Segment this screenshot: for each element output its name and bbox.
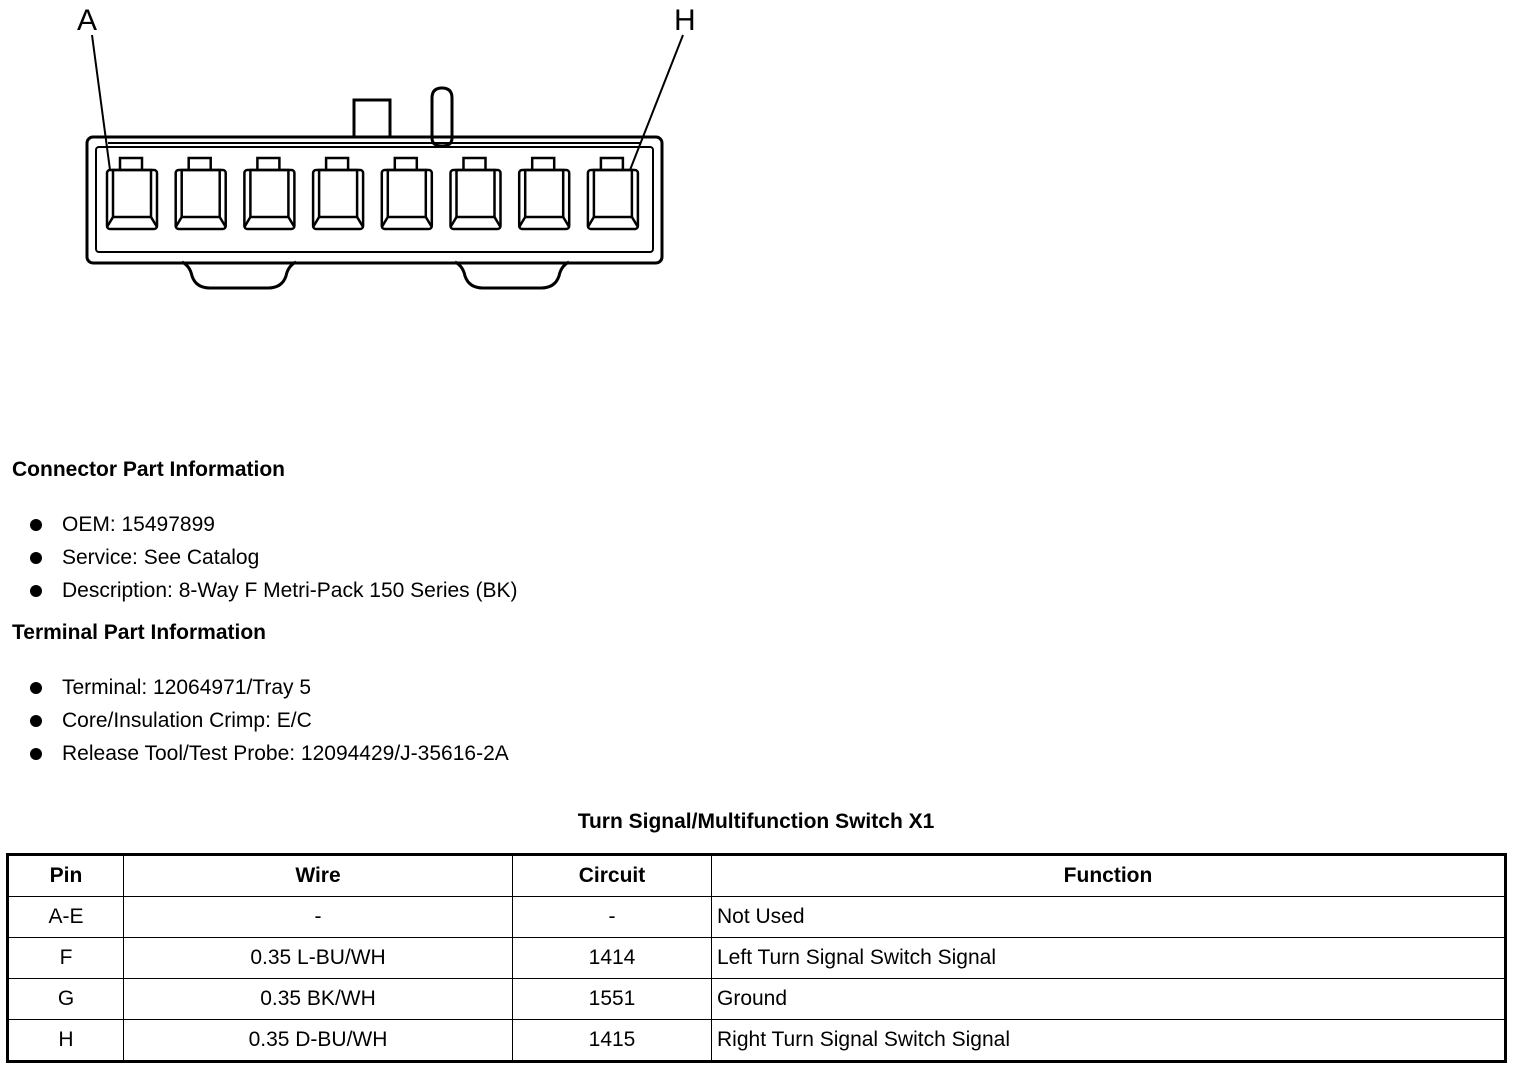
header-function: Function: [711, 854, 1506, 897]
item-text: Release Tool/Test Probe: 12094429/J-3561…: [62, 742, 509, 765]
pin-label-a: A: [77, 4, 97, 37]
table-header-row: Pin Wire Circuit Function: [7, 854, 1506, 897]
terminal-cavity: [517, 156, 571, 231]
cell-function: Not Used: [711, 896, 1506, 938]
terminal-cavity: [586, 156, 640, 231]
list-item: Description: 8-Way F Metri-Pack 150 Seri…: [28, 574, 518, 607]
bullet-icon: [30, 552, 42, 564]
terminal-cavity: [311, 156, 365, 231]
cell-circuit: 1415: [512, 1019, 712, 1062]
leader-line-a: [91, 34, 111, 171]
bullet-icon: [30, 748, 42, 760]
cell-pin: G: [7, 978, 124, 1020]
cell-pin: H: [7, 1019, 124, 1062]
item-text: OEM: 15497899: [62, 513, 215, 536]
cell-wire: 0.35 D-BU/WH: [123, 1019, 513, 1062]
list-item: Core/Insulation Crimp: E/C: [28, 704, 509, 737]
terminal-cavity: [174, 156, 227, 231]
connector-info-heading: Connector Part Information: [12, 458, 286, 481]
terminal-info-heading: Terminal Part Information: [12, 621, 266, 644]
item-text: Core/Insulation Crimp: E/C: [62, 709, 312, 732]
bullet-icon: [30, 715, 42, 727]
list-item: OEM: 15497899: [28, 508, 518, 541]
cell-pin: A-E: [7, 896, 124, 938]
cell-circuit: 1551: [512, 978, 712, 1020]
cell-wire: 0.35 BK/WH: [123, 978, 513, 1020]
table-row: H 0.35 D-BU/WH 1415 Right Turn Signal Switc…: [7, 1019, 1506, 1062]
item-text: Description: 8-Way F Metri-Pack 150 Seri…: [62, 579, 518, 602]
connector-info-list: OEM: 15497899 Service: See Catalog Descr…: [28, 508, 518, 607]
cell-function: Left Turn Signal Switch Signal: [711, 937, 1506, 979]
header-wire: Wire: [123, 854, 513, 897]
connector-body-outer: [85, 135, 664, 265]
header-circuit: Circuit: [512, 854, 712, 897]
terminal-cavity: [243, 156, 296, 231]
cell-wire: -: [123, 896, 513, 938]
leader-line-h: [629, 34, 684, 171]
item-text: Service: See Catalog: [62, 546, 260, 569]
cell-function: Right Turn Signal Switch Signal: [711, 1019, 1506, 1062]
terminal-cavity: [380, 156, 434, 231]
list-item: Service: See Catalog: [28, 541, 518, 574]
list-item: Release Tool/Test Probe: 12094429/J-3561…: [28, 737, 509, 770]
cell-circuit: -: [512, 896, 712, 938]
connector-body-inner: [95, 146, 654, 253]
cell-circuit: 1414: [512, 937, 712, 979]
connector-face-diagram: A H: [77, 4, 696, 290]
bullet-icon: [30, 519, 42, 531]
cell-pin: F: [7, 937, 124, 979]
bullet-icon: [30, 585, 42, 597]
table-row: G 0.35 BK/WH 1551 Ground: [7, 978, 1506, 1020]
bottom-latch-right: [454, 260, 570, 290]
terminal-info-list: Terminal: 12064971/Tray 5 Core/Insulatio…: [28, 671, 509, 770]
terminal-cavity: [105, 156, 159, 231]
terminal-cavity: [449, 156, 502, 231]
bullet-icon: [30, 682, 42, 694]
bottom-latch-left: [181, 260, 297, 290]
item-text: Terminal: 12064971/Tray 5: [62, 676, 312, 699]
pinout-table: Pin Wire Circuit Function A-E - - Not Used …: [6, 853, 1507, 1063]
top-key: [352, 98, 392, 138]
list-item: Terminal: 12064971/Tray 5: [28, 671, 509, 704]
pin-label-h: H: [674, 4, 696, 37]
table-row: F 0.35 L-BU/WH 1414 Left Turn Signal Switch…: [7, 937, 1506, 979]
cell-function: Ground: [711, 978, 1506, 1020]
top-post: [430, 86, 454, 148]
header-pin: Pin: [7, 854, 124, 897]
table-row: A-E - - Not Used: [7, 896, 1506, 938]
table-title: Turn Signal/Multifunction Switch X1: [577, 810, 935, 833]
cell-wire: 0.35 L-BU/WH: [123, 937, 513, 979]
